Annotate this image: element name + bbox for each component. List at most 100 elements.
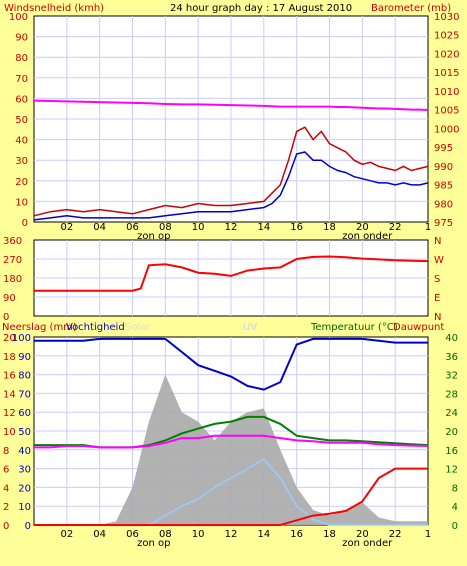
series-line-gust	[33, 151, 429, 221]
x-tick-label: 12	[225, 222, 238, 233]
x-tick-label: 20	[356, 529, 369, 540]
temperature-tick-label: 4	[452, 502, 458, 513]
humidity-tick-label: 30	[18, 465, 31, 476]
barometer-tick-label: 1030	[434, 12, 459, 23]
rain-tick-label: 10	[3, 427, 16, 438]
humidity-tick-label: 10	[18, 502, 31, 513]
barometer-tick-label: 990	[434, 162, 453, 173]
x-tick-label: 10	[192, 222, 205, 233]
windspeed-tick-label: 40	[15, 136, 28, 147]
rain-tick-label: 4	[3, 483, 9, 494]
x-tick-label: 02	[60, 222, 73, 233]
rain-axis-title: Neerslag (mm)	[2, 322, 77, 333]
rain-tick-label: 12	[3, 408, 16, 419]
barometer-tick-label: 1005	[434, 106, 459, 117]
windspeed-tick-label: 90	[15, 33, 28, 44]
rain-tick-label: 14	[3, 389, 16, 400]
x-tick-label: 14	[257, 529, 270, 540]
dewpoint-axis-title: Dauwpunt	[393, 322, 444, 333]
temperature-axis-title: Temperatuur (°C)	[310, 322, 398, 333]
x-tick-label: 18	[323, 529, 336, 540]
series-line-humidity	[34, 337, 428, 391]
windspeed-tick-label: 10	[15, 197, 28, 208]
direction-tick-label: 270	[3, 255, 22, 266]
humidity-tick-label: 100	[12, 333, 31, 344]
windspeed-tick-label: 60	[15, 94, 28, 105]
series-line-rain	[34, 467, 428, 526]
x-tick-label: 14	[257, 222, 270, 233]
series-line-windsnelheid	[33, 126, 429, 217]
temperature-tick-label: 36	[445, 352, 458, 363]
barometer-tick-label: 1020	[434, 49, 459, 60]
compass-tick-label: N	[434, 312, 441, 323]
x-tick-label: 22	[389, 529, 402, 540]
barometer-tick-label: 995	[434, 143, 453, 154]
humidity-tick-label: 0	[25, 521, 31, 532]
temperature-tick-label: 28	[445, 389, 458, 400]
x-tick-label: 04	[93, 222, 106, 233]
humidity-tick-label: 80	[18, 371, 31, 382]
rain-tick-label: 6	[3, 465, 9, 476]
barometer-tick-label: 1025	[434, 31, 459, 42]
temperature-tick-label: 20	[445, 427, 458, 438]
humidity-tick-label: 40	[18, 446, 31, 457]
temperature-tick-label: 24	[445, 408, 458, 419]
temperature-tick-label: 0	[452, 521, 458, 532]
rain-tick-label: 18	[3, 352, 16, 363]
x-tick-label: 08	[159, 222, 172, 233]
x-tick-label: 04	[93, 529, 106, 540]
x-tick-label: 10	[192, 529, 205, 540]
series-line-winddirection	[34, 255, 429, 292]
barometer-tick-label: 1015	[434, 68, 459, 79]
compass-tick-label: W	[434, 255, 444, 266]
barometer-tick-label: 975	[434, 218, 453, 229]
x-tick-label: 16	[290, 529, 303, 540]
humidity-tick-label: 90	[18, 352, 31, 363]
chart-title: 24 hour graph day : 17 August 2010	[170, 3, 352, 14]
windspeed-tick-label: 30	[15, 156, 28, 167]
windspeed-tick-label: 70	[15, 74, 28, 85]
windspeed-tick-label: 80	[15, 53, 28, 64]
x-tick-label: 18	[323, 222, 336, 233]
humidity-tick-label: 70	[18, 389, 31, 400]
sunset-label: zon onder	[342, 538, 393, 549]
humidity-tick-label: 60	[18, 408, 31, 419]
x-tick-label: 1	[425, 222, 431, 233]
x-tick-label: 08	[159, 529, 172, 540]
sunrise-label: zon op	[137, 231, 170, 242]
x-tick-label: 12	[225, 529, 238, 540]
x-tick-label: 20	[356, 222, 369, 233]
rain-tick-label: 2	[3, 502, 9, 513]
humidity-tick-label: 50	[18, 427, 31, 438]
uv-label: UV	[243, 322, 257, 333]
temperature-tick-label: 12	[445, 465, 458, 476]
compass-tick-label: N	[434, 236, 441, 247]
barometer-tick-label: 985	[434, 181, 453, 192]
direction-tick-label: 0	[3, 312, 9, 323]
rain-tick-label: 0	[3, 521, 9, 532]
rain-tick-label: 8	[3, 446, 9, 457]
compass-tick-label: E	[434, 293, 440, 304]
windspeed-tick-label: 100	[9, 12, 28, 23]
humidity-axis-title: Vochtigheid	[66, 322, 125, 333]
series-line-barometer	[33, 99, 429, 111]
series-line-dauwpunt	[34, 434, 429, 449]
x-tick-label: 16	[290, 222, 303, 233]
x-tick-label: 22	[389, 222, 402, 233]
rain-tick-label: 16	[3, 371, 16, 382]
solar-label: Solar	[125, 322, 151, 333]
x-tick-label: 02	[60, 529, 73, 540]
temperature-tick-label: 32	[445, 371, 458, 382]
windspeed-tick-label: 0	[22, 218, 28, 229]
direction-tick-label: 90	[3, 293, 16, 304]
windspeed-axis-title: Windsnelheid (kmh)	[4, 3, 104, 14]
compass-tick-label: S	[434, 274, 440, 285]
barometer-tick-label: 1000	[434, 124, 459, 135]
direction-tick-label: 360	[3, 236, 22, 247]
barometer-axis-title: Barometer (mb)	[371, 3, 451, 14]
temperature-tick-label: 8	[452, 483, 458, 494]
temperature-tick-label: 40	[445, 333, 458, 344]
windspeed-tick-label: 50	[15, 115, 28, 126]
